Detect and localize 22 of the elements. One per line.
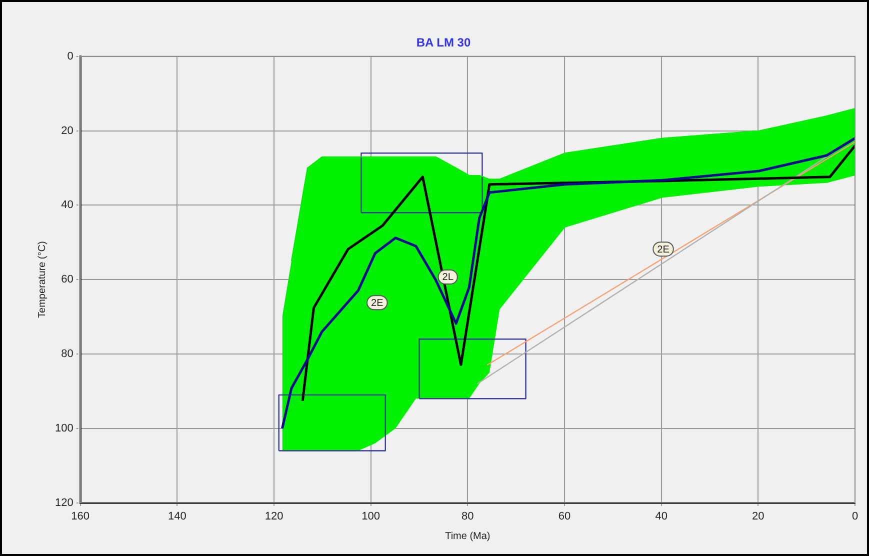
x-tick-label: 120 xyxy=(264,510,284,522)
y-tick-label: 120 xyxy=(54,496,74,509)
x-axis-title: Time (Ma) xyxy=(445,530,490,542)
y-tick-label: 20 xyxy=(61,124,74,137)
y-tick-label: 0 xyxy=(67,50,74,62)
y-tick-label: 40 xyxy=(61,199,74,212)
y-tick-label: 80 xyxy=(61,348,74,360)
y-tick-label: 100 xyxy=(54,422,74,434)
x-tick-label: 80 xyxy=(462,510,474,522)
y-axis-title: Temperature (°C) xyxy=(36,241,48,318)
annotation: 2E xyxy=(657,244,670,256)
chart-title: BA LM 30 xyxy=(416,36,471,50)
x-tick-label: 20 xyxy=(752,510,764,522)
x-tick-label: 0 xyxy=(852,510,858,522)
y-tick-label: 60 xyxy=(61,274,74,286)
annotation: 2L xyxy=(442,272,454,284)
x-tick-label: 60 xyxy=(558,510,571,522)
x-tick-label: 160 xyxy=(71,510,90,522)
annotation: 2E xyxy=(371,298,384,309)
x-tick-label: 100 xyxy=(362,510,380,522)
x-tick-label: 40 xyxy=(655,510,668,522)
x-tick-label: 140 xyxy=(168,510,186,522)
